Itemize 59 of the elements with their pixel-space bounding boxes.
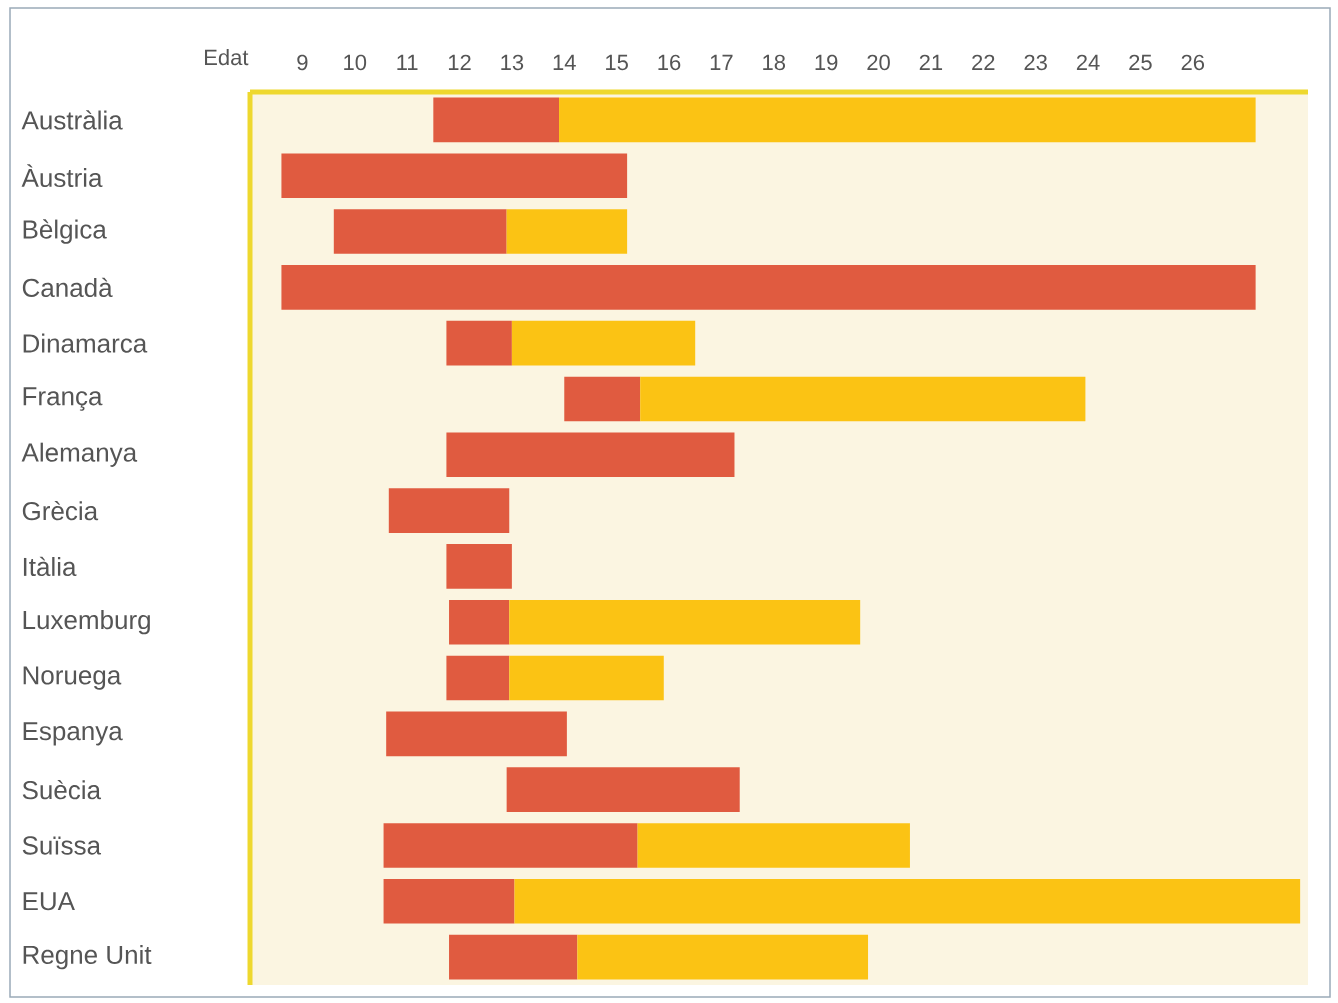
bar: [449, 599, 510, 645]
bar: [383, 823, 638, 868]
x-tick-label: 24: [1076, 54, 1100, 71]
y-tick-label: Itàlia: [23, 556, 77, 577]
bar: [514, 878, 1301, 924]
x-tick-label: 15: [606, 54, 628, 71]
x-tick-label: 19: [815, 54, 838, 71]
bar: [577, 934, 869, 980]
bar: [333, 209, 507, 254]
bar: [506, 209, 628, 254]
bar: [640, 376, 1086, 422]
x-tick-label: 9: [297, 54, 308, 71]
bar: [386, 711, 567, 757]
y-tick-label: Luxemburg: [23, 610, 150, 635]
x-tick-label: 25: [1129, 54, 1152, 71]
y-tick-label: Noruega: [23, 666, 122, 690]
x-tick-label: 22: [972, 54, 995, 71]
bar: [388, 488, 510, 533]
bar: [506, 767, 740, 812]
bar: [509, 655, 664, 701]
bar: [449, 934, 578, 980]
bar: [446, 544, 512, 589]
bar: [446, 655, 510, 701]
x-axis-title: Edat: [205, 49, 249, 66]
y-tick-label: Suècia: [22, 779, 102, 800]
y-tick-label: EUA: [23, 892, 75, 911]
y-tick-label: Austràlia: [21, 110, 123, 130]
bar: [511, 320, 696, 366]
y-tick-label: Canadà: [22, 277, 113, 298]
bar: [509, 599, 861, 645]
x-tick-label: 11: [397, 54, 418, 71]
bar: [281, 153, 628, 199]
x-tick-label: 18: [763, 54, 786, 71]
x-tick-label: 12: [448, 54, 471, 71]
x-tick-label: 26: [1181, 54, 1205, 71]
x-tick-label: 17: [710, 54, 733, 71]
bar: [281, 265, 1256, 310]
x-tick-label: 20: [867, 54, 890, 71]
x-tick-label: 10: [344, 54, 367, 71]
y-tick-label: Bèlgica: [23, 219, 107, 244]
bar: [446, 432, 735, 478]
y-tick-label: Alemanya: [21, 442, 138, 467]
x-tick-label: 23: [1024, 54, 1047, 71]
y-tick-label: Dinamarca: [23, 333, 148, 353]
y-tick-label: Regne Unit: [23, 944, 152, 970]
x-tick-label: 21: [919, 54, 943, 71]
y-tick-label: Suïssa: [22, 836, 102, 855]
bar: [564, 376, 641, 422]
x-tick-label: 14: [553, 54, 576, 71]
bar: [446, 320, 512, 366]
bar: [637, 823, 910, 868]
y-tick-label: França: [23, 387, 103, 411]
bar: [383, 878, 515, 924]
x-tick-label: 13: [501, 54, 524, 71]
bar: [433, 97, 560, 143]
y-tick-label: Espanya: [23, 722, 123, 746]
y-tick-label: Àustria: [21, 164, 103, 188]
y-tick-label: Grècia: [22, 500, 99, 521]
x-tick-label: 16: [658, 54, 681, 71]
